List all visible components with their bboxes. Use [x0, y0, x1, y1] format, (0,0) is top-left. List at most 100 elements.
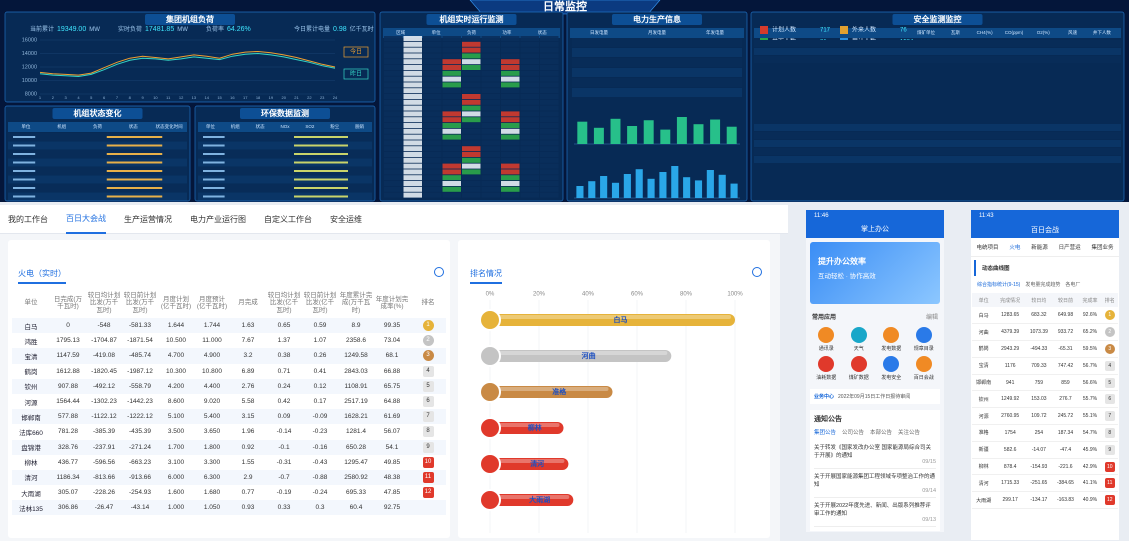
status-cell	[384, 134, 403, 140]
unit-name: 河源	[24, 399, 38, 407]
cell: 3.2	[243, 352, 253, 360]
stat-label: 今日累计电量	[294, 25, 330, 33]
tab[interactable]: 安全运维	[330, 214, 362, 224]
tab[interactable]: 电统项目	[976, 245, 999, 251]
status-cell	[423, 59, 442, 65]
status-cell	[403, 70, 422, 76]
status-cell	[423, 41, 442, 47]
unit-name: 新疆	[978, 447, 989, 454]
status-cell	[423, 99, 442, 105]
status-cell	[442, 53, 461, 59]
panel-title: 机组实时运行监测	[440, 14, 504, 24]
card-title: 排名情况	[470, 268, 502, 284]
cell: 3.15	[241, 413, 255, 421]
column-header: 较日前计划比发(万千瓦时)	[123, 291, 157, 314]
notice-panel: 通知公告 集团公告 公司公告 本部公告 关注公告 关于转发《国家发改办公室 国家能源局综合…	[810, 410, 940, 531]
status-bar: 11:46 掌上办公	[806, 210, 944, 238]
cell: 577.88	[58, 413, 78, 421]
business-label: 业务中心	[814, 394, 835, 400]
cell: 11.000	[202, 337, 222, 345]
rank-cell: 11	[410, 470, 446, 485]
status-cell	[403, 41, 422, 47]
rank-cell: 5	[410, 379, 446, 394]
cell-text-placeholder	[106, 153, 163, 155]
x-tick-label: 18	[256, 95, 261, 100]
cell-text-placeholder	[294, 195, 348, 198]
rank-badge: 8	[1104, 427, 1115, 438]
status-cell	[403, 186, 422, 192]
status-cell	[423, 163, 442, 169]
notice-tab[interactable]: 关注公告	[898, 430, 921, 436]
panel-title-bar	[892, 14, 983, 25]
status-cell	[520, 105, 539, 111]
cell: 99.35	[383, 322, 401, 330]
status-cell	[501, 59, 520, 65]
status-cell	[540, 152, 559, 157]
app[interactable]: 天气	[843, 327, 876, 352]
tab[interactable]: 电力产业运行图	[190, 214, 246, 224]
cell: 3.100	[167, 458, 185, 466]
app[interactable]: 发电数据	[875, 327, 908, 352]
tab[interactable]: 集团业务	[1091, 245, 1114, 251]
tab[interactable]: 火电	[1009, 245, 1021, 251]
tab[interactable]: 生产运营情况	[124, 214, 172, 224]
x-tick-label: 19	[269, 95, 274, 100]
cell: 41.1%	[1082, 480, 1098, 487]
x-tick-label: 12	[179, 95, 184, 100]
cell: 153.03	[1031, 396, 1047, 403]
stat-label: 计划人数	[772, 26, 796, 34]
tab[interactable]: 自定义工作台	[264, 214, 312, 224]
notice-tab[interactable]: 公司公告	[842, 430, 865, 436]
cell: 649.98	[1057, 312, 1074, 319]
status-cell	[540, 59, 559, 65]
notice-tab[interactable]: 集团公告	[814, 430, 837, 436]
rank-badge: 2	[1104, 327, 1115, 338]
notice-item[interactable]: 关于开展2022年度先进、新闻、出版系列推荐评审工作的通知 09/13	[814, 498, 936, 527]
ranking-bar	[490, 350, 672, 362]
business-bar: 业务中心 2022年09月15日工作日报待审阅	[810, 389, 940, 404]
app[interactable]: 发电安全	[875, 356, 908, 381]
notice-item[interactable]: 关于开展国家能源集团工程领域专项整治工作的通知 09/14	[814, 469, 936, 498]
edit-link[interactable]: 编辑	[925, 315, 938, 321]
stat-value: 76	[900, 28, 907, 34]
app[interactable]: 油耗数据	[810, 356, 843, 381]
cell: -0.19	[276, 489, 292, 497]
status-cell	[423, 117, 442, 123]
cell-text-placeholder	[106, 195, 163, 198]
cell-text-placeholder	[106, 187, 163, 189]
cell: 0	[66, 322, 70, 330]
panel-title: 机组状态变化	[74, 108, 122, 118]
tab[interactable]: 新能源	[1031, 245, 1048, 251]
rank-cell: 8	[410, 424, 446, 439]
sub-tab[interactable]: 综合指标统计(9-15)	[977, 282, 1021, 288]
app[interactable]: 通讯录	[810, 327, 843, 352]
status-cell	[501, 163, 520, 169]
section-head: 常用应用 编辑	[806, 308, 944, 325]
status-cell	[520, 117, 539, 123]
status-cell	[462, 169, 481, 175]
header-bg	[8, 122, 187, 132]
tab[interactable]: 百日大会战	[66, 205, 106, 234]
rank-icon	[479, 345, 501, 367]
row-stripe	[8, 141, 187, 150]
unit-name: 河曲	[978, 329, 989, 336]
tab[interactable]: 日产营运	[1058, 245, 1081, 251]
notice-item[interactable]: 关于转发《国家发改办公室 国家能源局综合司关于开展》的通知 09/15	[814, 440, 936, 469]
app[interactable]: 规章目录	[908, 327, 941, 352]
status-cell	[540, 186, 559, 192]
status-cell	[384, 99, 403, 105]
status-cell	[520, 41, 539, 47]
app[interactable]: 百日会战	[908, 356, 941, 381]
app[interactable]: 煤矿数据	[843, 356, 876, 381]
notice-tab[interactable]: 本部公告	[870, 430, 893, 436]
cell: 1176	[1004, 362, 1016, 369]
tab[interactable]: 我的工作台	[8, 214, 48, 224]
sub-tab[interactable]: 各电厂	[1065, 282, 1081, 288]
sub-tab[interactable]: 发电量完成趋势	[1025, 282, 1061, 288]
stat-value: 64.26%	[227, 26, 251, 33]
status-cell	[423, 105, 442, 111]
table-row: 河源 1564.44 -1302.23 -1442.23 8.600 9.020 5.58 0…	[12, 393, 446, 410]
rank-cell: 10	[1102, 458, 1118, 475]
panel-title: 集团机组负荷	[165, 14, 214, 24]
status-cell	[442, 175, 461, 181]
